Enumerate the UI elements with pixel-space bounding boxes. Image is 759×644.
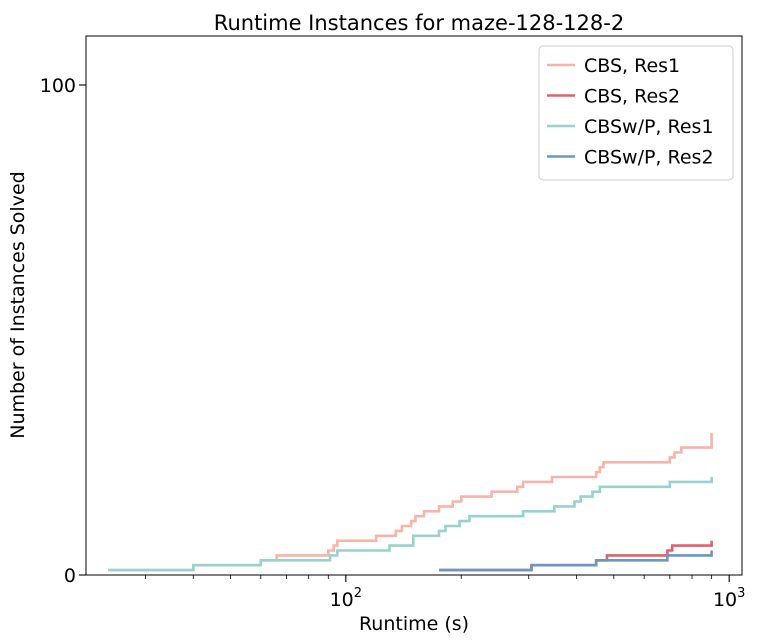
legend-label: CBS, Res1 xyxy=(584,55,680,77)
y-tick-label: 0 xyxy=(64,565,76,587)
series-line-4 xyxy=(439,550,713,572)
legend: CBS, Res1 CBS, Res2 CBSw/P, Res1 CBSw/P, Re… xyxy=(538,45,734,181)
y-tick-label: 100 xyxy=(40,75,76,97)
legend-label: CBSw/P, Res1 xyxy=(584,116,714,138)
legend-label: CBSw/P, Res2 xyxy=(584,147,714,169)
y-axis-ticks: 0 100 xyxy=(40,75,86,587)
legend-label: CBS, Res2 xyxy=(584,86,680,108)
series-line-3 xyxy=(108,477,713,572)
legend-box xyxy=(538,45,734,181)
y-axis-label: Number of Instances Solved xyxy=(7,171,29,438)
x-tick-label: 103 xyxy=(713,586,745,611)
x-axis-label: Runtime (s) xyxy=(359,613,469,635)
chart-title: Runtime Instances for maze-128-128-2 xyxy=(214,11,624,35)
series-line-1 xyxy=(108,432,713,572)
x-axis-ticks: 102 103 xyxy=(144,575,745,611)
x-tick-label: 102 xyxy=(330,586,362,611)
plot-area xyxy=(108,432,713,572)
axes-frame xyxy=(85,35,743,576)
